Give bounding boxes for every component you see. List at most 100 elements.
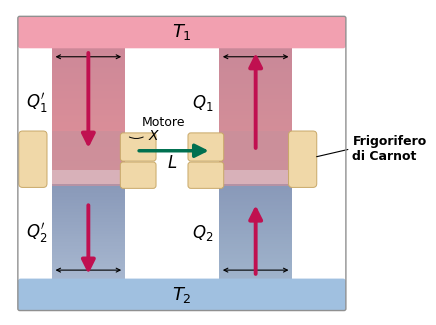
Bar xyxy=(219,280,292,281)
Bar xyxy=(219,116,292,117)
Bar xyxy=(219,206,292,207)
Bar xyxy=(52,90,125,91)
Bar xyxy=(219,244,292,245)
Bar xyxy=(52,206,125,207)
Bar xyxy=(219,270,292,271)
Bar xyxy=(219,76,292,78)
Bar xyxy=(52,275,125,276)
Bar xyxy=(52,147,125,149)
Bar xyxy=(52,49,125,50)
Bar xyxy=(219,160,292,161)
Bar xyxy=(219,222,292,223)
Bar xyxy=(52,229,125,230)
Bar xyxy=(219,127,292,129)
Bar xyxy=(219,93,292,94)
Bar xyxy=(219,80,292,82)
Bar xyxy=(52,262,125,263)
Bar xyxy=(52,187,125,188)
Bar xyxy=(219,108,292,109)
Bar xyxy=(219,267,292,268)
Bar xyxy=(52,50,125,52)
Bar xyxy=(52,83,125,84)
Bar xyxy=(219,246,292,247)
Bar xyxy=(219,229,292,230)
Bar xyxy=(52,204,125,205)
Bar xyxy=(219,210,292,211)
Bar xyxy=(219,85,292,86)
Bar xyxy=(219,142,292,144)
Bar xyxy=(52,136,125,137)
Bar xyxy=(52,108,125,109)
Bar xyxy=(219,89,292,90)
Bar xyxy=(52,217,125,218)
Bar xyxy=(219,161,292,162)
Bar xyxy=(52,117,125,119)
Bar xyxy=(219,163,292,164)
Bar xyxy=(219,259,292,260)
Bar xyxy=(219,262,292,263)
Bar xyxy=(219,199,292,200)
Bar xyxy=(219,223,292,224)
Bar xyxy=(219,233,292,234)
Bar xyxy=(52,233,125,234)
Bar xyxy=(52,127,125,129)
Bar xyxy=(219,104,292,105)
Bar xyxy=(52,226,125,227)
Bar xyxy=(219,248,292,249)
Bar xyxy=(219,62,292,63)
Bar xyxy=(52,155,125,156)
Bar xyxy=(219,117,292,119)
Bar xyxy=(219,129,292,130)
Bar xyxy=(219,64,292,65)
Bar xyxy=(52,274,125,275)
Bar xyxy=(219,205,292,206)
Bar xyxy=(52,62,125,63)
Bar xyxy=(52,271,125,272)
Bar xyxy=(52,203,125,204)
Bar xyxy=(219,105,292,106)
Bar xyxy=(219,158,292,160)
Bar xyxy=(219,65,292,67)
Bar xyxy=(219,60,292,62)
Bar xyxy=(52,222,125,223)
Bar xyxy=(52,57,125,58)
Bar xyxy=(219,130,292,131)
Bar xyxy=(52,157,125,158)
Bar xyxy=(52,218,125,219)
Bar xyxy=(219,152,292,153)
Bar xyxy=(219,101,292,103)
Bar xyxy=(52,235,125,236)
Bar xyxy=(52,162,125,163)
Bar xyxy=(219,225,292,226)
Bar xyxy=(219,238,292,239)
Bar xyxy=(52,89,125,90)
Bar xyxy=(219,240,292,241)
Bar xyxy=(219,100,292,101)
Bar xyxy=(219,187,292,188)
Bar xyxy=(219,275,292,276)
Bar xyxy=(219,272,292,273)
Bar xyxy=(219,234,292,235)
Bar xyxy=(219,153,292,155)
Bar xyxy=(219,95,292,96)
Bar xyxy=(219,235,292,236)
Bar xyxy=(52,251,125,252)
Bar xyxy=(52,99,125,100)
Bar xyxy=(219,120,292,121)
Bar xyxy=(219,86,292,88)
Bar xyxy=(125,131,219,186)
Bar xyxy=(219,231,292,232)
Bar xyxy=(52,150,125,151)
Bar xyxy=(219,249,292,250)
Bar xyxy=(52,60,125,62)
Bar xyxy=(52,239,125,240)
Bar xyxy=(219,68,292,69)
Bar xyxy=(52,264,125,265)
Bar xyxy=(52,277,125,278)
Bar xyxy=(52,211,125,212)
Bar xyxy=(52,48,125,49)
Bar xyxy=(52,82,125,83)
Text: $T_1$: $T_1$ xyxy=(172,22,192,42)
Text: $Q_1'$: $Q_1'$ xyxy=(26,91,47,115)
Bar xyxy=(52,156,125,157)
